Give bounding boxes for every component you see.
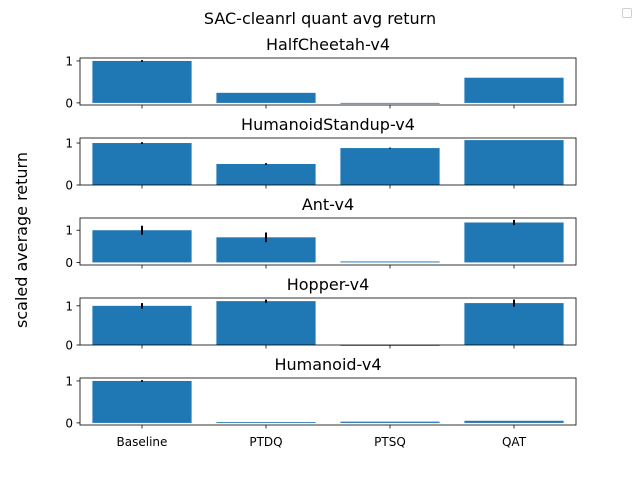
subplot-4: Humanoid-v4 0 1 Baseline PTDQ PTSQ QAT — [65, 355, 577, 449]
y-tick-label: 0 — [65, 339, 73, 353]
axes-frame — [79, 377, 577, 426]
subplot-2: Ant-v4 0 1 — [65, 195, 577, 270]
y-tick-label: 1 — [65, 374, 73, 388]
y-tick-label: 0 — [65, 179, 73, 193]
bar — [92, 60, 192, 103]
subplot-0: HalfCheetah-v4 0 1 — [65, 35, 577, 110]
subplot-3: Hopper-v4 0 1 — [65, 275, 577, 353]
y-tick-label: 1 — [65, 299, 73, 313]
bar — [92, 143, 192, 185]
bar — [340, 148, 440, 185]
subplot-title: Ant-v4 — [302, 195, 354, 214]
y-tick-label: 1 — [65, 224, 73, 238]
bar — [340, 421, 440, 423]
bar — [216, 422, 316, 423]
bar — [216, 92, 316, 103]
legend-box — [622, 8, 632, 18]
y-tick-label: 0 — [65, 96, 73, 110]
y-tick-label: 1 — [65, 137, 73, 151]
bar — [216, 164, 316, 185]
x-tick-label: PTSQ — [374, 435, 406, 449]
bar — [92, 380, 192, 423]
x-tick-label: Baseline — [117, 435, 168, 449]
subplot-title: HumanoidStandup-v4 — [241, 115, 415, 134]
x-tick-label: PTDQ — [249, 435, 282, 449]
bar — [340, 261, 440, 263]
subplot-title: Humanoid-v4 — [274, 355, 381, 374]
subplot-title: HalfCheetah-v4 — [266, 35, 390, 54]
y-tick-label: 0 — [65, 256, 73, 270]
bar — [464, 222, 564, 263]
bar — [340, 102, 440, 104]
y-axis-label: scaled average return — [12, 152, 31, 328]
bar — [464, 140, 564, 185]
subplot-1: HumanoidStandup-v4 0 1 — [65, 115, 577, 193]
bar — [464, 420, 564, 423]
bar — [92, 305, 192, 345]
subplots: HalfCheetah-v401HumanoidStandup-v401Ant-… — [65, 35, 577, 449]
bar — [92, 230, 192, 263]
bar — [464, 77, 564, 103]
x-tick-label: QAT — [502, 435, 527, 449]
chart-title: SAC-cleanrl quant avg return — [204, 9, 436, 28]
bar — [464, 303, 564, 345]
axes-frame — [79, 137, 577, 186]
axes-frame — [79, 297, 577, 346]
bar — [216, 301, 316, 345]
y-tick-label: 0 — [65, 416, 73, 430]
axes-frame — [79, 57, 577, 106]
axes-frame — [79, 217, 577, 266]
subplot-title: Hopper-v4 — [287, 275, 370, 294]
y-tick-label: 1 — [65, 54, 73, 68]
